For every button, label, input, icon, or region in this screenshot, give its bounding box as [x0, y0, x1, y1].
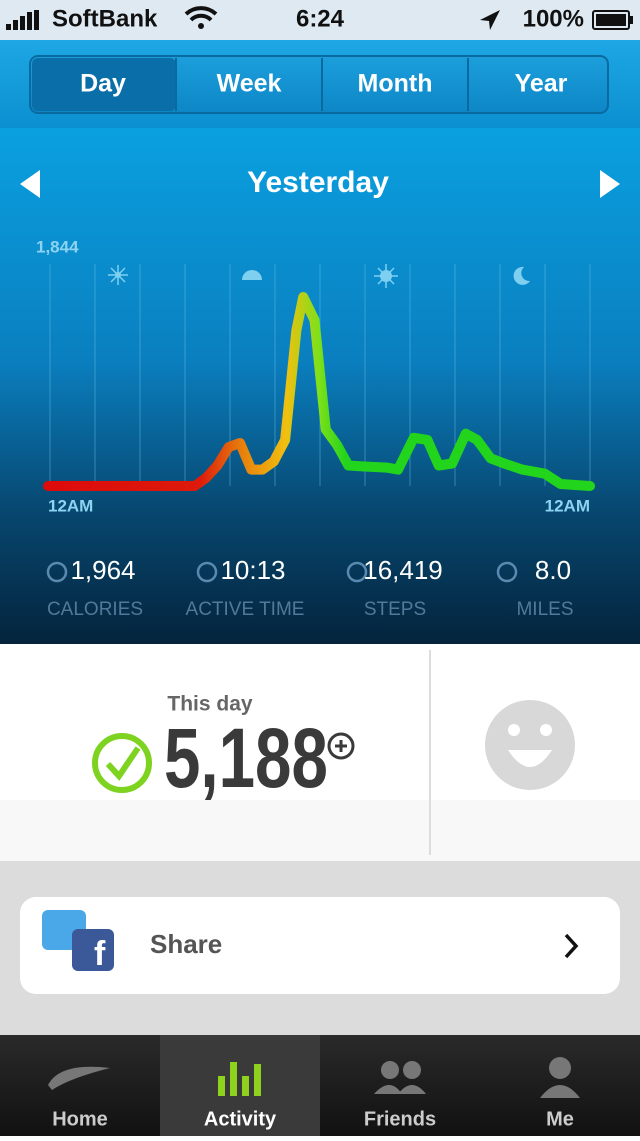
- activity-line: [43, 292, 595, 491]
- shoe-icon: [346, 561, 368, 583]
- stat-label: CALORIES: [47, 599, 143, 620]
- home-icon: [48, 1066, 110, 1090]
- status-bar: [0, 0, 640, 40]
- carrier: SoftBank: [52, 5, 158, 32]
- tab-label[interactable]: Home: [52, 1108, 108, 1130]
- segment-selected: [32, 58, 176, 111]
- share-button[interactable]: [20, 897, 620, 994]
- wifi: [184, 6, 218, 22]
- fuel-points: 5,188: [164, 711, 328, 805]
- battery: [592, 10, 630, 30]
- stat-value: 8.0: [535, 555, 571, 585]
- stat-value: 1,964: [70, 555, 135, 585]
- prev-arrow[interactable]: [20, 170, 40, 198]
- share-label: Share: [150, 929, 222, 959]
- y-tick-label: 1,844: [36, 237, 79, 256]
- signal: [6, 10, 39, 30]
- summary-caption: This day: [167, 693, 253, 716]
- activity-icon: [218, 1062, 261, 1096]
- smiley: [508, 750, 552, 767]
- battery-text: 100%: [523, 5, 584, 32]
- miles-icon: [496, 561, 518, 583]
- segment[interactable]: Month: [358, 70, 433, 98]
- fuel-icon: [327, 732, 355, 760]
- clock: 6:24: [296, 5, 345, 32]
- stat-value: 10:13: [220, 555, 285, 585]
- fuel-icon: [335, 740, 347, 752]
- goal-check: [105, 746, 141, 781]
- battery: [630, 16, 633, 24]
- stat-value: 16,419: [363, 555, 443, 585]
- date-title: Yesterday: [247, 166, 389, 199]
- battery: [596, 14, 626, 26]
- goal-check: [92, 733, 152, 793]
- location: [480, 10, 500, 30]
- stat-label: ACTIVE TIME: [186, 599, 305, 620]
- calories-icon: [46, 561, 68, 583]
- tab-selected: [160, 1035, 320, 1136]
- smiley: [485, 700, 575, 790]
- tab-label[interactable]: Me: [546, 1108, 574, 1130]
- facebook-icon: [72, 929, 114, 971]
- stat-label: STEPS: [364, 599, 426, 620]
- card-shade: [0, 800, 640, 861]
- timer-icon: [196, 561, 218, 583]
- tab-label[interactable]: Friends: [364, 1108, 436, 1130]
- x-tick-label: 12AM: [48, 496, 93, 515]
- wifi: [198, 23, 204, 29]
- smiley: [508, 724, 520, 736]
- segment[interactable]: Year: [515, 70, 568, 98]
- day-icons: [108, 264, 530, 288]
- facebook-icon: f: [94, 935, 106, 973]
- segment[interactable]: Week: [217, 70, 282, 98]
- segment[interactable]: Day: [80, 70, 126, 98]
- x-tick-label: 12AM: [545, 496, 590, 515]
- chevron: [564, 933, 579, 959]
- tab-label[interactable]: Activity: [204, 1108, 277, 1130]
- smiley: [540, 724, 552, 736]
- stat-label: MILES: [516, 599, 573, 620]
- friends-icon: [374, 1061, 426, 1094]
- me-icon: [540, 1057, 580, 1098]
- next-arrow[interactable]: [600, 170, 620, 198]
